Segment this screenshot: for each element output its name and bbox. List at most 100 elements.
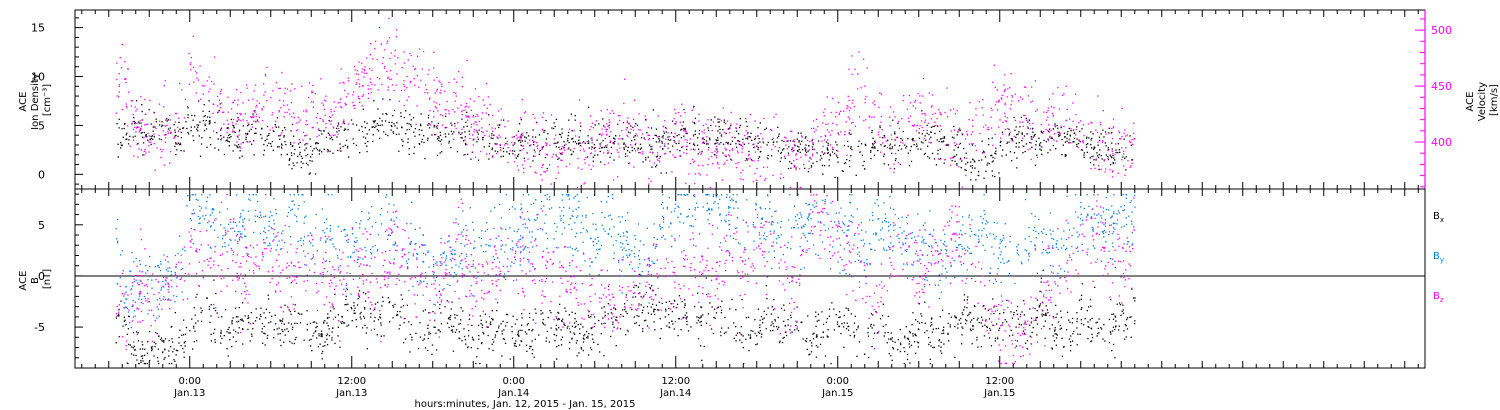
velocity-point <box>283 116 285 118</box>
velocity-point <box>1091 122 1093 124</box>
velocity-point <box>291 83 293 85</box>
top-panel-time-ticks <box>81 10 1419 189</box>
velocity-point <box>919 125 921 127</box>
bx-point <box>882 325 884 327</box>
velocity-point <box>522 145 525 147</box>
bx-point <box>830 362 832 365</box>
density-point <box>991 137 993 139</box>
density-point <box>669 151 671 153</box>
density-point <box>610 152 612 155</box>
bx-point <box>322 350 324 353</box>
velocity-point <box>919 102 921 104</box>
velocity-point <box>137 156 139 158</box>
density-point <box>594 124 596 126</box>
bx-point <box>567 325 569 328</box>
bx-point <box>263 312 265 314</box>
bx-point <box>438 290 441 292</box>
velocity-point <box>965 174 967 177</box>
density-point <box>178 121 180 123</box>
density-point <box>151 135 154 137</box>
bx-point <box>949 326 951 328</box>
bx-point <box>1084 318 1086 320</box>
density-point <box>343 121 345 123</box>
density-point <box>521 140 524 142</box>
bx-point <box>571 325 574 327</box>
density-point <box>1107 147 1109 149</box>
by-point <box>480 237 483 240</box>
bx-point <box>625 294 628 296</box>
bx-point <box>958 319 960 321</box>
bx-point <box>579 332 581 335</box>
by-point <box>297 208 299 210</box>
bx-point <box>453 325 455 328</box>
density-point <box>120 142 122 144</box>
velocity-point <box>849 133 851 135</box>
density-point <box>117 156 119 158</box>
velocity-point <box>791 147 794 149</box>
bx-point <box>971 319 973 321</box>
density-point <box>894 159 897 162</box>
bx-point <box>374 316 376 319</box>
bx-point <box>930 345 932 347</box>
bx-point <box>347 324 350 326</box>
bx-point <box>850 313 852 315</box>
density-point <box>1089 161 1092 164</box>
density-point <box>366 150 368 153</box>
velocity-point <box>483 104 485 106</box>
bx-point <box>506 321 508 324</box>
bx-point <box>647 312 650 314</box>
velocity-point <box>164 80 166 82</box>
density-point <box>822 153 825 155</box>
bx-point <box>1045 313 1047 315</box>
bx-point <box>757 308 760 310</box>
bx-point <box>389 321 391 323</box>
density-point <box>364 127 366 129</box>
density-point <box>963 157 966 159</box>
velocity-point <box>624 144 626 146</box>
velocity-point <box>1047 107 1049 109</box>
by-point <box>1034 245 1036 247</box>
velocity-point <box>880 115 882 118</box>
velocity-point <box>546 143 548 145</box>
bx-point <box>892 347 894 349</box>
bx-point <box>1051 347 1053 349</box>
density-point <box>1062 144 1064 146</box>
velocity-point <box>845 121 847 123</box>
density-point <box>439 140 441 142</box>
bx-point <box>773 298 775 301</box>
density-point <box>280 154 282 156</box>
velocity-point <box>1105 133 1107 135</box>
velocity-point <box>604 126 606 128</box>
velocity-point <box>828 131 830 133</box>
bx-point <box>154 331 157 334</box>
bx-point <box>151 348 153 350</box>
density-point <box>517 130 520 132</box>
bx-point <box>1011 317 1014 319</box>
density-point <box>230 118 232 121</box>
velocity-point <box>1030 142 1032 144</box>
velocity-point <box>771 129 773 131</box>
bx-point <box>649 286 651 289</box>
bx-point <box>560 339 562 341</box>
bx-point <box>1061 355 1064 357</box>
density-point <box>1119 151 1121 153</box>
velocity-point <box>954 142 956 144</box>
density-point <box>553 122 555 124</box>
density-point <box>994 152 996 154</box>
velocity-point <box>1004 103 1006 106</box>
density-point <box>1031 138 1033 140</box>
velocity-point <box>220 128 222 130</box>
bx-point <box>1073 330 1075 333</box>
velocity-point <box>636 135 638 137</box>
velocity-point <box>238 119 240 121</box>
velocity-point <box>724 162 726 164</box>
bx-point <box>415 332 417 334</box>
density-point <box>450 122 452 124</box>
density-point <box>605 145 607 147</box>
density-point <box>897 149 899 152</box>
bx-point <box>855 329 858 331</box>
velocity-point <box>278 109 280 112</box>
bx-point <box>466 347 469 349</box>
density-point <box>683 128 685 130</box>
density-point <box>939 148 941 150</box>
